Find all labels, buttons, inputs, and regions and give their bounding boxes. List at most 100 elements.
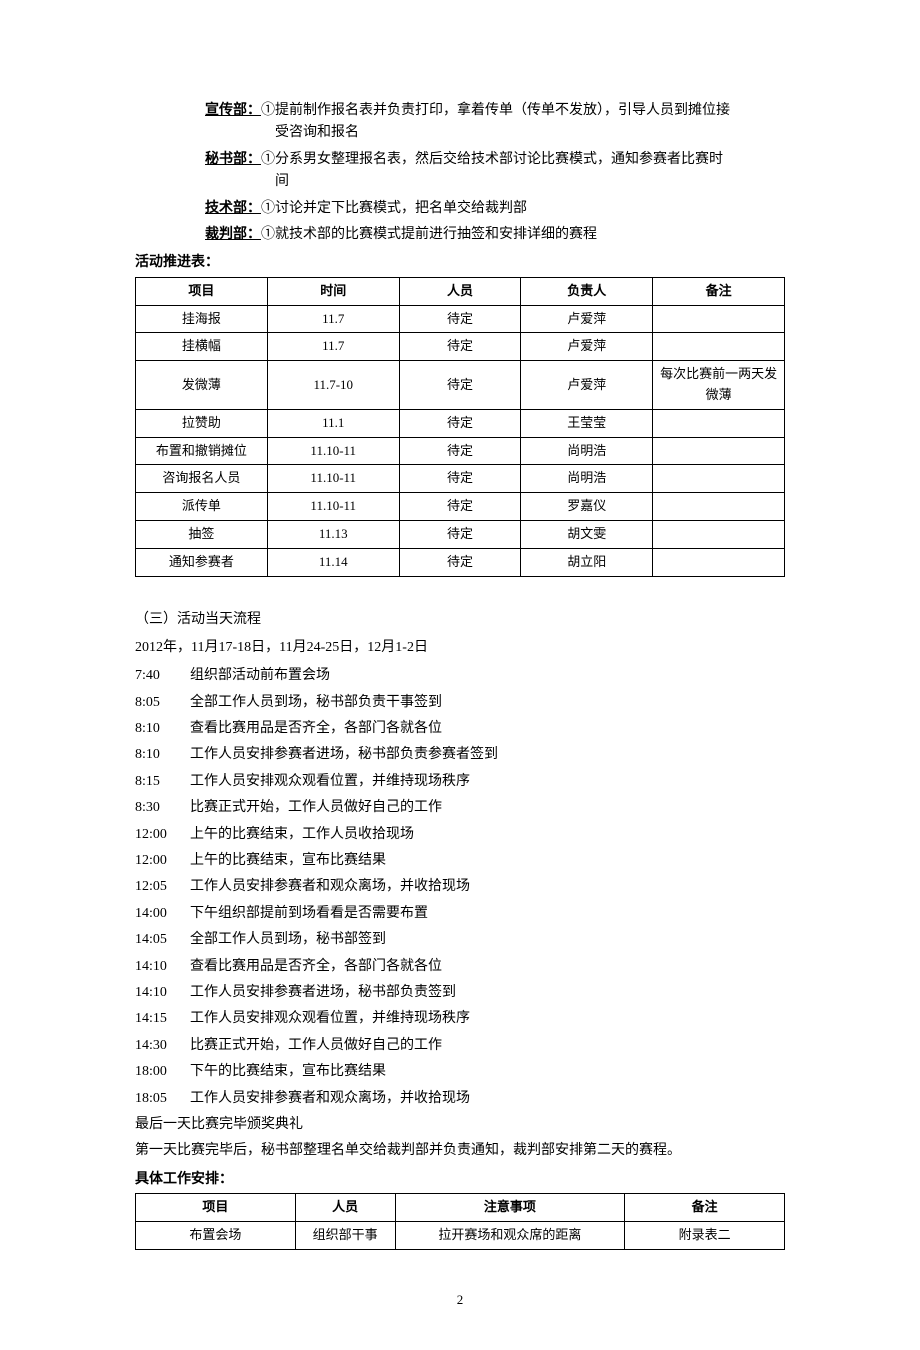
schedule-text: 工作人员安排参赛者和观众离场，并收拾现场 (190, 1091, 470, 1106)
work-table: 项目人员注意事项备注 布置会场组织部干事拉开赛场和观众席的距离附录表二 (135, 1193, 785, 1250)
table-cell: 待定 (399, 409, 521, 437)
schedule-line: 14:00下午组织部提前到场看看是否需要布置 (135, 903, 785, 925)
schedule-time: 18:05 (135, 1088, 190, 1110)
dept-label: 秘书部： (205, 152, 261, 167)
schedule-line: 12:00上午的比赛结束，宣布比赛结果 (135, 850, 785, 872)
schedule-line: 18:00下午的比赛结束，宣布比赛结果 (135, 1061, 785, 1083)
table-cell: 罗嘉仪 (521, 493, 653, 521)
table-cell: 待定 (399, 333, 521, 361)
schedule-line: 8:10工作人员安排参赛者进场，秘书部负责参赛者签到 (135, 744, 785, 766)
table-row: 抽签11.13待定胡文雯 (136, 520, 785, 548)
schedule-line: 14:05全部工作人员到场，秘书部签到 (135, 929, 785, 951)
schedule-time: 14:15 (135, 1008, 190, 1030)
schedule-text: 工作人员安排参赛者进场，秘书部负责签到 (190, 985, 456, 1000)
table-cell (653, 437, 785, 465)
table-cell: 待定 (399, 361, 521, 410)
table-cell: 抽签 (136, 520, 268, 548)
table-cell: 挂海报 (136, 305, 268, 333)
table-cell (653, 409, 785, 437)
table-cell (653, 493, 785, 521)
table-cell: 王莹莹 (521, 409, 653, 437)
table-cell: 布置会场 (136, 1221, 296, 1249)
dept-content: ①分系男女整理报名表，然后交给技术部讨论比赛模式，通知参赛者比赛时 (261, 152, 723, 167)
schedule-text: 全部工作人员到场，秘书部负责干事签到 (190, 695, 442, 710)
schedule-line: 14:10工作人员安排参赛者进场，秘书部负责签到 (135, 982, 785, 1004)
schedule-text: 查看比赛用品是否齐全，各部门各就各位 (190, 959, 442, 974)
dept-label: 裁判部： (205, 227, 261, 242)
table-header: 负责人 (521, 277, 653, 305)
table-header: 备注 (625, 1194, 785, 1222)
schedule-time: 8:15 (135, 771, 190, 793)
dept-content-line: 受咨询和报名 (275, 122, 785, 144)
table-cell: 组织部干事 (295, 1221, 395, 1249)
flow-title: （三）活动当天流程 (135, 609, 785, 631)
dept-content: ①就技术部的比赛模式提前进行抽签和安排详细的赛程 (261, 227, 597, 242)
table-cell (653, 520, 785, 548)
schedule-text: 工作人员安排观众观看位置，并维持现场秩序 (190, 774, 470, 789)
schedule-line: 8:30比赛正式开始，工作人员做好自己的工作 (135, 797, 785, 819)
schedule-text: 下午组织部提前到场看看是否需要布置 (190, 906, 428, 921)
progress-table-title: 活动推进表： (135, 252, 785, 274)
schedule-line: 8:05全部工作人员到场，秘书部负责干事签到 (135, 692, 785, 714)
table-cell: 附录表二 (625, 1221, 785, 1249)
schedule-line: 14:10查看比赛用品是否齐全，各部门各就各位 (135, 956, 785, 978)
table-header: 备注 (653, 277, 785, 305)
table-row: 通知参赛者11.14待定胡立阳 (136, 548, 785, 576)
dept-content: ①讨论并定下比赛模式，把名单交给裁判部 (261, 201, 527, 216)
table-cell: 布置和撤销摊位 (136, 437, 268, 465)
schedule-text: 全部工作人员到场，秘书部签到 (190, 932, 386, 947)
table-cell: 待定 (399, 465, 521, 493)
schedule-line: 7:40组织部活动前布置会场 (135, 665, 785, 687)
table-cell: 卢爱萍 (521, 305, 653, 333)
after-note-2: 第一天比赛完毕后，秘书部整理名单交给裁判部并负责通知，裁判部安排第二天的赛程。 (135, 1140, 785, 1162)
table-cell: 尚明浩 (521, 437, 653, 465)
schedule-text: 工作人员安排参赛者进场，秘书部负责参赛者签到 (190, 747, 498, 762)
table-cell: 卢爱萍 (521, 333, 653, 361)
table-row: 发微薄11.7-10待定卢爱萍每次比赛前一两天发微薄 (136, 361, 785, 410)
schedule-time: 14:30 (135, 1035, 190, 1057)
table-cell: 发微薄 (136, 361, 268, 410)
table-cell (653, 548, 785, 576)
table-cell: 待定 (399, 493, 521, 521)
schedule-text: 比赛正式开始，工作人员做好自己的工作 (190, 1038, 442, 1053)
table-cell: 拉开赛场和观众席的距离 (395, 1221, 625, 1249)
schedule-text: 组织部活动前布置会场 (190, 668, 330, 683)
table-cell: 卢爱萍 (521, 361, 653, 410)
table-header: 注意事项 (395, 1194, 625, 1222)
schedule-text: 比赛正式开始，工作人员做好自己的工作 (190, 800, 442, 815)
schedule-text: 工作人员安排参赛者和观众离场，并收拾现场 (190, 879, 470, 894)
dept-section: 宣传部：①提前制作报名表并负责打印，拿着传单（传单不发放），引导人员到摊位接受咨… (135, 100, 785, 145)
table-cell: 11.7-10 (267, 361, 399, 410)
after-note-1: 最后一天比赛完毕颁奖典礼 (135, 1114, 785, 1136)
schedule-time: 8:30 (135, 797, 190, 819)
table-cell: 11.10-11 (267, 437, 399, 465)
page-number: 2 (135, 1290, 785, 1311)
schedule-time: 14:10 (135, 982, 190, 1004)
table-cell: 胡立阳 (521, 548, 653, 576)
table-header: 时间 (267, 277, 399, 305)
table-row: 挂横幅11.7待定卢爱萍 (136, 333, 785, 361)
table-header: 人员 (295, 1194, 395, 1222)
schedule-text: 工作人员安排观众观看位置，并维持现场秩序 (190, 1011, 470, 1026)
progress-table: 项目时间人员负责人备注 挂海报11.7待定卢爱萍挂横幅11.7待定卢爱萍发微薄1… (135, 277, 785, 577)
schedule-line: 14:30比赛正式开始，工作人员做好自己的工作 (135, 1035, 785, 1057)
table-cell: 11.10-11 (267, 465, 399, 493)
dept-section: 秘书部：①分系男女整理报名表，然后交给技术部讨论比赛模式，通知参赛者比赛时间 (135, 149, 785, 194)
schedule-text: 下午的比赛结束，宣布比赛结果 (190, 1064, 386, 1079)
schedule-text: 上午的比赛结束，工作人员收拾现场 (190, 827, 414, 842)
table-cell: 待定 (399, 548, 521, 576)
table-cell: 待定 (399, 305, 521, 333)
table-cell: 11.13 (267, 520, 399, 548)
table-cell: 每次比赛前一两天发微薄 (653, 361, 785, 410)
table-header: 项目 (136, 1194, 296, 1222)
table-cell: 11.7 (267, 333, 399, 361)
table-cell: 待定 (399, 520, 521, 548)
schedule-time: 14:05 (135, 929, 190, 951)
table-row: 挂海报11.7待定卢爱萍 (136, 305, 785, 333)
schedule-time: 7:40 (135, 665, 190, 687)
table-cell: 待定 (399, 437, 521, 465)
dept-label: 技术部： (205, 201, 261, 216)
schedule-line: 8:10查看比赛用品是否齐全，各部门各就各位 (135, 718, 785, 740)
table-cell: 11.10-11 (267, 493, 399, 521)
table-cell: 挂横幅 (136, 333, 268, 361)
